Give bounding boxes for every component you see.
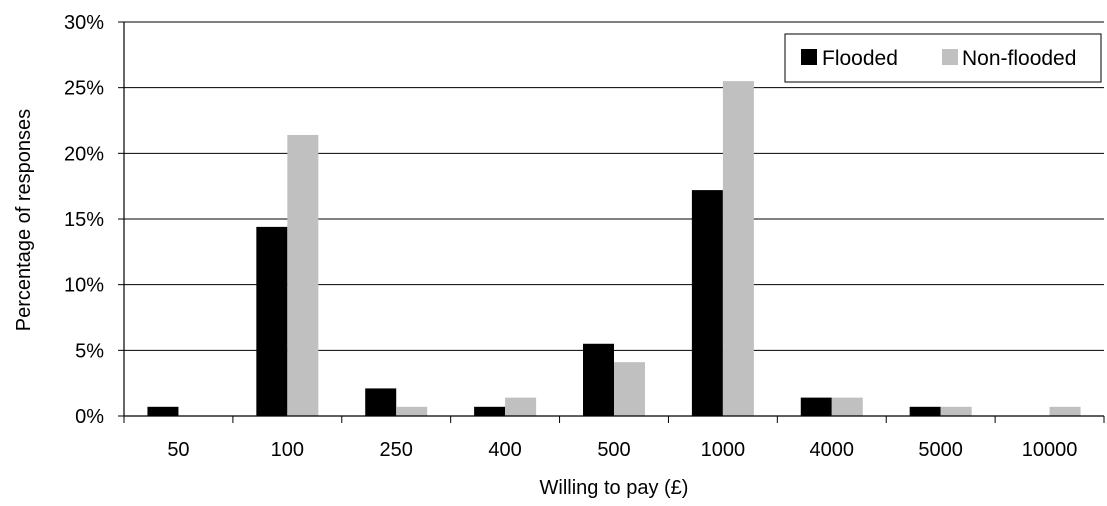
bar-non-flooded-5000 — [940, 406, 972, 416]
bar-non-flooded-250 — [396, 406, 428, 416]
bar-flooded-250 — [365, 388, 397, 416]
bar-flooded-400 — [474, 406, 506, 416]
x-tick-label: 4000 — [810, 439, 855, 461]
bar-non-flooded-1000 — [722, 81, 754, 416]
bar-flooded-50 — [147, 406, 179, 416]
x-tick-label: 5000 — [918, 439, 963, 461]
bar-non-flooded-400 — [505, 397, 537, 416]
y-tick-label: 0% — [75, 406, 104, 428]
bar-flooded-1000 — [691, 190, 723, 416]
y-tick-label: 10% — [64, 275, 104, 297]
y-tick-label: 30% — [64, 12, 104, 34]
bar-non-flooded-4000 — [831, 397, 863, 416]
y-tick-label: 25% — [64, 78, 104, 100]
x-tick-labels: 50 100 250 400 500 1000 4000 5000 10000 — [123, 416, 1105, 461]
x-tick-label: 100 — [271, 439, 304, 461]
bar-non-flooded-10000 — [1049, 406, 1081, 416]
bar-flooded-100 — [256, 226, 288, 416]
bar-non-flooded-100 — [287, 134, 319, 417]
legend-swatch-non-flooded — [942, 49, 958, 65]
x-tick-label: 500 — [597, 439, 630, 461]
y-tick-label: 20% — [64, 143, 104, 165]
legend-swatch-flooded — [801, 49, 817, 65]
bars — [147, 81, 1081, 417]
y-tick-labels: 0% 5% 10% 15% 20% 25% 30% — [64, 12, 124, 428]
bar-flooded-500 — [583, 343, 614, 416]
bar-flooded-5000 — [909, 406, 941, 416]
x-tick-label: 1000 — [701, 439, 746, 461]
bar-flooded-4000 — [800, 397, 832, 416]
x-tick-label: 400 — [488, 439, 521, 461]
legend-label-flooded: Flooded — [822, 47, 898, 70]
legend-label-non-flooded: Non-flooded — [962, 47, 1076, 70]
x-tick-label: 250 — [380, 439, 413, 461]
x-tick-label: 50 — [167, 439, 189, 461]
y-axis-title: Percentage of responses — [13, 109, 35, 331]
legend: Flooded Non-flooded — [784, 33, 1102, 83]
x-tick-label: 10000 — [1022, 439, 1078, 461]
y-tick-label: 15% — [64, 209, 104, 231]
x-axis-title: Willing to pay (£) — [540, 477, 689, 499]
y-tick-label: 5% — [75, 340, 104, 362]
bar-non-flooded-500 — [614, 362, 645, 416]
